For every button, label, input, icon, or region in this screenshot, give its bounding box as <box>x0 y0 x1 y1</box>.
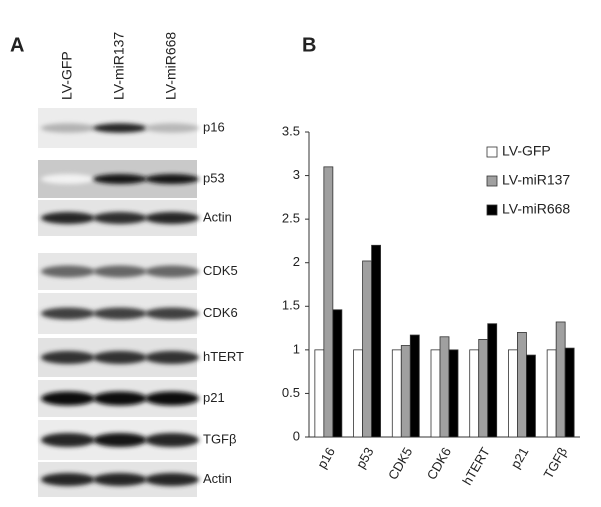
bar <box>353 349 363 438</box>
bar <box>526 354 536 438</box>
x-tick-label: TGFβ <box>540 445 570 481</box>
protein-label: p21 <box>203 390 225 405</box>
band <box>93 212 147 224</box>
panel-label: A <box>10 34 24 56</box>
x-tick-label: p16 <box>314 445 338 471</box>
protein-label: p16 <box>203 119 225 134</box>
bar <box>409 334 420 438</box>
protein-label: hTERT <box>203 349 244 364</box>
bar <box>508 349 518 438</box>
band <box>145 212 199 224</box>
band <box>41 351 95 364</box>
bar <box>323 166 334 438</box>
band <box>41 212 95 224</box>
bar <box>332 309 343 438</box>
y-tick-label: 1.5 <box>282 298 300 313</box>
y-tick-label: 2.5 <box>282 211 300 226</box>
bar <box>564 347 575 438</box>
legend-swatch <box>486 175 498 187</box>
band <box>93 473 147 486</box>
x-tick-label: p21 <box>508 445 532 471</box>
protein-label: TGFβ <box>203 431 236 446</box>
bar <box>448 349 459 438</box>
y-tick-label: 1 <box>293 341 300 356</box>
bar <box>546 349 557 438</box>
lane-label: LV-miR668 <box>163 32 179 100</box>
bar <box>555 321 566 438</box>
band <box>145 307 199 320</box>
band <box>93 123 147 133</box>
y-tick-label: 3.5 <box>282 123 300 138</box>
x-tick-label: p53 <box>353 445 377 471</box>
legend-swatch <box>486 146 498 158</box>
protein-label: Actin <box>203 209 232 224</box>
panel-label: B <box>302 34 316 56</box>
band <box>41 174 95 184</box>
lane-label: LV-GFP <box>59 51 75 100</box>
band <box>93 391 147 406</box>
x-tick-label: hTERT <box>459 445 492 488</box>
band <box>93 351 147 364</box>
western-blot: LV-GFP LV-miR137 LV-miR668 p16 p53 Actin CDK5 C… <box>38 32 244 497</box>
bar <box>487 323 498 438</box>
band <box>145 473 199 486</box>
bar-chart: 0 0.5 1 1.5 2 2.5 3 3.5 p16 p53 CDK5 CDK6 hTERT p21 TG… <box>282 123 580 488</box>
protein-label: Actin <box>203 471 232 486</box>
band <box>145 391 199 406</box>
bar <box>400 345 411 438</box>
band <box>93 307 147 320</box>
band <box>145 265 199 278</box>
band <box>41 391 95 406</box>
legend-label: LV-GFP <box>502 143 551 159</box>
band <box>41 307 95 320</box>
bar <box>517 332 527 438</box>
x-tick-label: CDK5 <box>385 445 415 483</box>
legend-label: LV-miR137 <box>502 172 570 188</box>
bar <box>391 349 402 438</box>
band <box>41 433 95 447</box>
bar <box>371 244 381 438</box>
band <box>93 265 147 278</box>
bar <box>362 260 372 438</box>
band <box>93 433 147 447</box>
x-tick-label: CDK6 <box>424 445 454 483</box>
band <box>93 174 147 184</box>
band <box>145 174 199 184</box>
y-tick-label: 3 <box>293 167 300 182</box>
band <box>145 351 199 364</box>
y-tick-label: 0 <box>293 428 300 443</box>
band <box>145 433 199 447</box>
y-tick-label: 2 <box>293 254 300 269</box>
bar <box>314 349 325 438</box>
y-tick-label: 0.5 <box>282 385 300 400</box>
bar <box>469 349 480 438</box>
legend-label: LV-miR668 <box>502 201 570 217</box>
band <box>41 123 95 133</box>
band <box>41 265 95 278</box>
band <box>145 123 199 133</box>
bar <box>478 338 489 438</box>
bar <box>439 336 450 438</box>
legend-swatch <box>486 204 498 216</box>
protein-label: CDK5 <box>203 263 238 278</box>
protein-label: p53 <box>203 170 225 185</box>
protein-label: CDK6 <box>203 305 238 320</box>
lane-label: LV-miR137 <box>111 32 127 100</box>
band <box>41 473 95 486</box>
bar <box>430 349 441 438</box>
